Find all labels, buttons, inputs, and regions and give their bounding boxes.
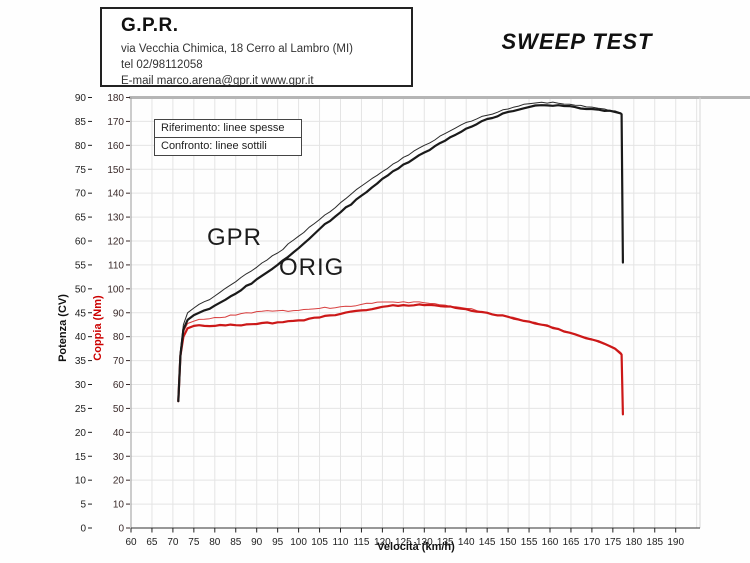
x-tick-label: 60 (125, 537, 137, 548)
y-tick-label-cv: 70 (75, 189, 87, 200)
y-tick-label-cv: 60 (75, 237, 87, 248)
y-tick-label-cv: 0 (80, 524, 86, 535)
x-tick-label: 85 (230, 537, 242, 548)
x-tick-label: 110 (333, 537, 349, 548)
x-tick-label: 95 (272, 537, 284, 548)
y-tick-label-nm: 40 (113, 428, 125, 439)
curve-annotation-orig: ORIG (279, 254, 345, 281)
y-tick-label-cv: 80 (75, 141, 87, 152)
y-tick-label-cv: 45 (75, 308, 87, 319)
company-email: E-mail marco.arena@gpr.it www.gpr.it (121, 75, 314, 87)
y-tick-label-cv: 40 (75, 332, 87, 343)
y-tick-label-nm: 120 (107, 237, 124, 248)
x-tick-label: 155 (521, 537, 538, 548)
curve-annotation-gpr: GPR (207, 224, 263, 251)
curve-power-3 (177, 104, 624, 403)
x-axis-title: Velocità (km/h) (377, 541, 455, 553)
x-tick-label: 165 (563, 537, 580, 548)
y-tick-label-nm: 60 (113, 380, 125, 391)
y-tick-label-cv: 65 (75, 213, 87, 224)
company-header-box: G.P.R. via Vecchia Chimica, 18 Cerro al … (100, 7, 413, 87)
x-tick-label: 135 (437, 537, 454, 548)
company-phone: tel 02/98112058 (121, 59, 203, 71)
y-tick-label-cv: 10 (75, 476, 87, 487)
y-tick-label-nm: 20 (113, 476, 125, 487)
y-tick-label-nm: 0 (118, 524, 124, 535)
x-tick-label: 90 (251, 537, 263, 548)
y-tick-label-nm: 100 (107, 284, 124, 295)
x-tick-label: 125 (395, 537, 412, 548)
x-tick-label: 115 (353, 537, 369, 548)
company-name: G.P.R. (121, 15, 179, 36)
curve-power-2 (177, 101, 624, 402)
y-tick-label-cv: 15 (75, 452, 87, 463)
y-tick-label-cv: 50 (75, 284, 87, 295)
y-tick-label-nm: 80 (113, 332, 125, 343)
x-tick-label: 180 (625, 537, 642, 548)
x-tick-label: 190 (667, 537, 684, 548)
y-tick-label-nm: 90 (113, 308, 125, 319)
x-tick-label: 130 (416, 537, 433, 548)
y-tick-label-nm: 70 (113, 356, 125, 367)
x-tick-label: 70 (167, 537, 179, 548)
y-tick-label-nm: 50 (113, 404, 125, 415)
y-tick-label-cv: 5 (80, 500, 86, 511)
y-tick-label-cv: 30 (75, 380, 87, 391)
y-tick-label-nm: 180 (107, 93, 124, 104)
y-tick-label-cv: 20 (75, 428, 87, 439)
page-title: SWEEP TEST (501, 29, 653, 54)
x-tick-label: 145 (479, 537, 496, 548)
x-tick-label: 80 (209, 537, 221, 548)
y-tick-label-cv: 90 (75, 93, 87, 104)
y-axis-torque-title: Coppia (Nm) (92, 295, 104, 361)
legend-reference-row: Riferimento: linee spesse (155, 120, 301, 138)
y-tick-label-nm: 160 (107, 141, 124, 152)
y-tick-label-cv: 55 (75, 260, 87, 271)
y-tick-label-nm: 130 (107, 213, 124, 224)
x-tick-label: 170 (584, 537, 601, 548)
y-tick-label-nm: 150 (107, 165, 124, 176)
x-tick-label: 105 (311, 537, 328, 548)
y-tick-label-nm: 30 (113, 452, 125, 463)
curve-torque-1 (177, 303, 624, 416)
x-tick-label: 160 (542, 537, 559, 548)
x-tick-label: 150 (500, 537, 517, 548)
company-address: via Vecchia Chimica, 18 Cerro al Lambro … (121, 43, 353, 55)
y-tick-label-nm: 110 (108, 260, 124, 271)
curve-torque-0 (177, 301, 624, 414)
y-tick-label-cv: 35 (75, 356, 87, 367)
x-tick-label: 185 (646, 537, 663, 548)
chart-legend: Riferimento: linee spesse Confronto: lin… (154, 119, 302, 156)
legend-comparison-row: Confronto: linee sottili (161, 140, 267, 152)
y-tick-label-nm: 10 (113, 500, 125, 511)
y-tick-label-cv: 85 (75, 117, 87, 128)
x-tick-label: 175 (605, 537, 622, 548)
x-tick-label: 100 (290, 537, 307, 548)
x-tick-label: 75 (188, 537, 200, 548)
y-axis-power-title: Potenza (CV) (57, 294, 69, 362)
x-tick-label: 65 (146, 537, 158, 548)
y-tick-label-nm: 170 (107, 117, 124, 128)
x-tick-label: 140 (458, 537, 475, 548)
y-tick-label-cv: 25 (75, 404, 87, 415)
x-tick-label: 120 (374, 537, 391, 548)
y-tick-label-cv: 75 (75, 165, 87, 176)
y-tick-label-nm: 140 (107, 189, 124, 200)
